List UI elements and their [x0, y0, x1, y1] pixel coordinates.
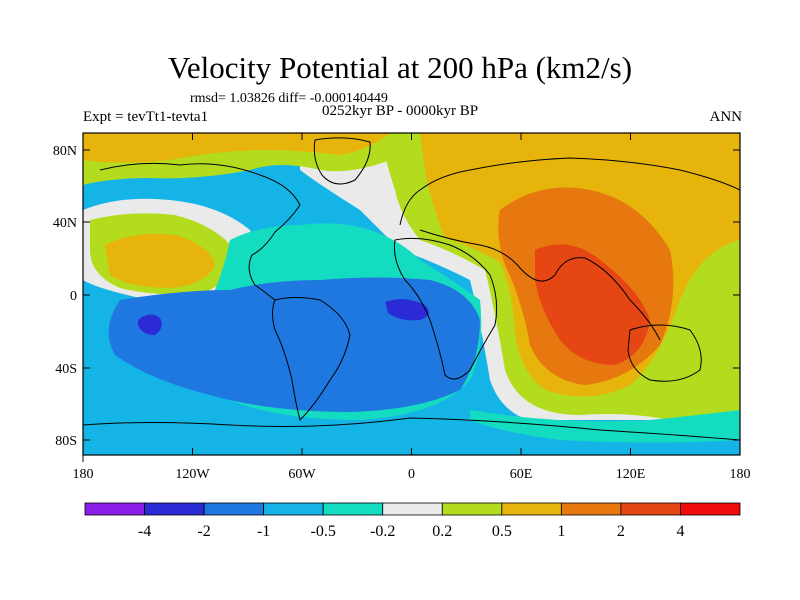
stats-line: rmsd= 1.03826 diff= -0.000140449 — [190, 91, 388, 106]
colorbar-box — [322, 502, 384, 516]
lat-label-0: 0 — [70, 289, 77, 304]
colorbar-label: 0.2 — [432, 523, 452, 540]
experiment-label: Expt = tevTt1-tevta1 — [83, 109, 209, 125]
colorbar-label: -0.5 — [311, 523, 336, 540]
coastline-antarctica — [83, 417, 740, 441]
coastline-south-america — [272, 297, 351, 421]
lon-axis — [82, 133, 631, 462]
colorbar-label: 1 — [557, 523, 565, 540]
colorbar-box — [84, 502, 145, 516]
colorbar-label: -4 — [138, 523, 151, 540]
lat-label-40s: 40S — [55, 362, 77, 377]
colorbar-label: 0.5 — [492, 523, 512, 540]
field-north-mid — [83, 133, 390, 163]
coastline-greenland — [313, 137, 371, 185]
colorbar — [84, 502, 741, 516]
lon-label-180-west: 180 — [73, 467, 94, 482]
field-neg-1 — [108, 277, 481, 412]
coastline-australia — [627, 324, 702, 382]
colorbar-box — [501, 502, 562, 516]
colorbar-labels: -4 -2 -1 -0.5 -0.2 0.2 0.5 1 2 4 — [138, 523, 685, 540]
colorbar-box — [680, 502, 741, 516]
colorbar-label: -0.2 — [370, 523, 395, 540]
colorbar-box — [263, 502, 324, 516]
coastlines — [83, 137, 740, 441]
lon-label-180-east: 180 — [730, 467, 751, 482]
colorbar-label: 4 — [676, 523, 684, 540]
lon-label-0: 0 — [408, 467, 415, 482]
lon-label-120w: 120W — [175, 467, 210, 482]
velocity-potential-map — [83, 133, 740, 455]
coastline-north-america — [99, 162, 301, 301]
colorbar-box — [560, 502, 622, 516]
colorbar-label: -2 — [197, 523, 210, 540]
colorbar-label: 2 — [617, 523, 625, 540]
coastline-africa — [394, 237, 498, 380]
field-pacific-pos-mid — [105, 233, 215, 288]
colorbar-box — [620, 502, 681, 516]
colorbar-box — [441, 502, 503, 516]
lon-label-120e: 120E — [616, 467, 646, 482]
chart-title: Velocity Potential at 200 hPa (km2/s) — [167, 50, 633, 85]
colorbar-box — [203, 502, 265, 516]
lon-label-60e: 60E — [510, 467, 533, 482]
field-neg-2-atlantic — [385, 299, 429, 321]
period-label: 0252kyr BP - 0000kyr BP — [322, 103, 479, 119]
field-pos-max — [535, 244, 650, 365]
coastline-europe-asia — [399, 157, 740, 341]
colorbar-box — [144, 502, 205, 516]
season-label: ANN — [709, 109, 743, 125]
lat-axis — [83, 149, 740, 441]
field-neg-2-west — [138, 314, 162, 335]
lat-label-80n: 80N — [53, 144, 77, 159]
lat-label-40n: 40N — [53, 216, 77, 231]
lon-label-60w: 60W — [288, 467, 316, 482]
colorbar-label: -1 — [257, 523, 270, 540]
colorbar-box — [382, 502, 443, 516]
lat-label-80s: 80S — [55, 434, 77, 449]
